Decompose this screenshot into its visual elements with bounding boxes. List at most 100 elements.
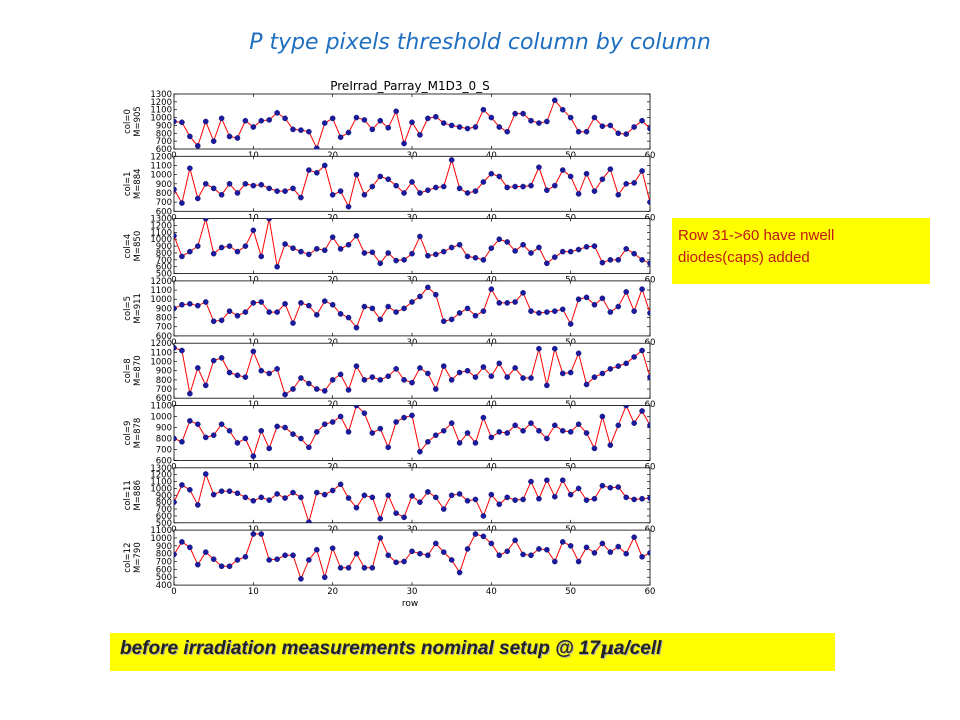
data-point	[345, 314, 352, 321]
data-point	[536, 120, 542, 126]
data-point	[195, 143, 201, 149]
data-point	[187, 165, 193, 172]
data-point	[306, 519, 312, 523]
series-0	[174, 97, 650, 149]
data-point	[631, 496, 637, 503]
data-point	[218, 563, 225, 570]
data-point	[432, 113, 439, 120]
y-tick-label: 1200	[150, 98, 172, 108]
data-point	[218, 421, 225, 428]
y-axis-label: col=9M=878	[123, 418, 143, 449]
data-point	[623, 131, 630, 137]
data-point	[567, 248, 574, 255]
data-point	[623, 246, 630, 252]
panel-6: 0102030405060500600700800900100011001200…	[123, 464, 655, 535]
data-point	[456, 491, 463, 497]
y-tick-label: 700	[156, 385, 172, 395]
data-point	[599, 540, 606, 547]
data-point	[174, 435, 177, 442]
data-point	[536, 495, 542, 502]
data-point	[298, 494, 304, 501]
data-point	[425, 370, 431, 377]
data-point	[369, 183, 376, 190]
data-point	[520, 551, 526, 558]
data-point	[266, 117, 272, 123]
y-tick-label: 1100	[150, 106, 172, 116]
data-point	[623, 289, 630, 295]
data-point	[607, 442, 614, 448]
data-point	[393, 182, 399, 189]
x-tick-label: 20	[327, 587, 338, 597]
data-point	[599, 123, 606, 130]
data-point	[448, 316, 455, 323]
data-point	[210, 318, 217, 325]
data-point	[306, 444, 312, 451]
data-point	[417, 550, 423, 557]
data-point	[345, 429, 352, 435]
panel-0: 0102030405060600700800900100011001200130…	[123, 90, 655, 161]
data-point	[329, 545, 336, 551]
data-point	[218, 488, 225, 494]
x-tick-label: 40	[486, 587, 497, 597]
y-tick-label: 1100	[150, 228, 172, 238]
y-tick-label: 1100	[150, 526, 172, 536]
data-point	[464, 253, 471, 260]
data-point	[195, 302, 201, 309]
series-5	[174, 405, 650, 459]
data-point	[567, 543, 574, 549]
x-axis-label: row	[402, 599, 418, 609]
data-point	[559, 167, 566, 173]
data-point	[226, 427, 233, 434]
y-tick-label: 700	[156, 558, 172, 568]
data-point	[591, 445, 598, 452]
data-point	[337, 565, 344, 571]
data-point	[242, 243, 249, 249]
data-point	[496, 501, 503, 508]
data-point	[298, 375, 304, 381]
data-point	[329, 301, 336, 308]
x-tick-label: 50	[565, 587, 576, 597]
data-point	[409, 493, 415, 499]
y-tick-label: 1200	[150, 471, 172, 481]
data-point	[401, 140, 407, 147]
data-point	[385, 492, 392, 499]
data-point	[440, 427, 447, 434]
y-axis-label: col=11M=886	[123, 480, 143, 511]
data-point	[313, 489, 320, 496]
data-point	[409, 179, 415, 185]
data-point	[385, 176, 392, 183]
data-point	[234, 440, 241, 446]
data-point	[174, 344, 177, 351]
y-tick-label: 1100	[150, 348, 172, 358]
y-tick-label: 1000	[150, 235, 172, 245]
data-point	[583, 128, 590, 135]
data-point	[282, 391, 288, 398]
data-point	[393, 257, 399, 264]
data-point	[401, 377, 407, 383]
series-1	[174, 157, 650, 210]
data-point	[313, 429, 320, 435]
data-point	[551, 345, 558, 352]
data-point	[448, 157, 455, 163]
data-point	[615, 422, 622, 429]
data-point	[472, 374, 479, 380]
data-point	[234, 248, 241, 255]
data-point	[321, 421, 328, 428]
data-point	[234, 135, 241, 141]
data-point	[480, 179, 487, 185]
data-point	[298, 576, 304, 582]
y-axis-label: col=1M=884	[123, 168, 143, 199]
data-point	[234, 372, 241, 379]
data-point	[361, 303, 368, 310]
data-point	[274, 423, 280, 430]
y-tick-label: 1000	[150, 484, 172, 494]
data-point	[210, 250, 217, 257]
data-point	[385, 373, 392, 380]
data-point	[187, 418, 193, 424]
data-point	[464, 367, 471, 374]
data-point	[187, 248, 193, 255]
data-point	[639, 347, 645, 354]
data-point	[544, 477, 550, 483]
data-point	[401, 514, 407, 521]
x-tick-label: 30	[407, 587, 418, 597]
